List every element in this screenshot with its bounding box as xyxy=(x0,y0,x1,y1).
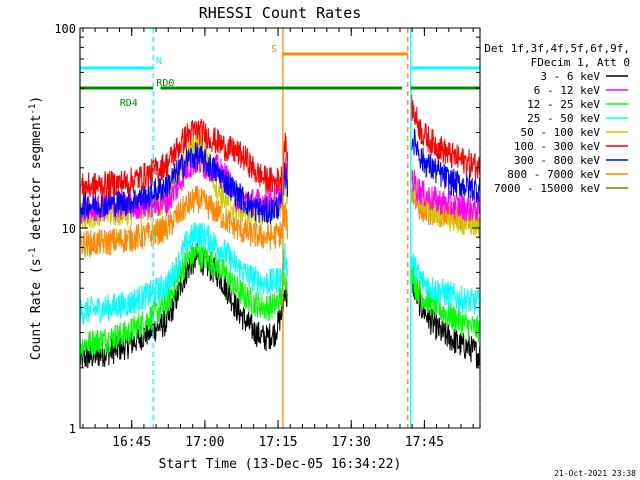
y-tick-label-100: 100 xyxy=(54,22,76,36)
series-line-25-50-kev-part-2 xyxy=(411,253,481,318)
series-layer xyxy=(79,94,481,369)
legend-label-100-300-kev: 100 - 300 keV xyxy=(514,140,600,153)
chart-title: RHESSI Count Rates xyxy=(199,4,362,22)
x-tick-label-17-15: 17:15 xyxy=(258,435,297,450)
y-axis-label-main: Count Rate (s xyxy=(29,258,44,360)
axis-layer: 1 10 100 16:45 17:00 17:15 17:30 17:45 xyxy=(54,22,480,450)
x-axis-label: Start Time (13-Dec-05 16:34:22) xyxy=(159,457,402,472)
series-line-12-25-kev-part-1 xyxy=(79,243,289,358)
x-tick-label-17-30: 17:30 xyxy=(332,435,371,450)
series-line-800-7000-kev-part-2 xyxy=(411,187,481,235)
y-axis-label-close: ) xyxy=(29,96,44,104)
y-tick-label-10: 10 xyxy=(62,222,76,236)
series-line-12-25-kev-part-2 xyxy=(411,265,481,343)
annotation-s: S xyxy=(271,44,277,55)
x-tick-label-17-45: 17:45 xyxy=(405,435,444,450)
annotation-rd4: RD4 xyxy=(120,98,138,109)
legend-label-25-50-kev: 25 - 50 keV xyxy=(527,112,600,125)
legend-label-3-6-kev: 3 - 6 keV xyxy=(540,70,600,83)
timestamp: 21-Oct-2021 23:38 xyxy=(554,469,636,478)
legend-label-50-100-kev: 50 - 100 keV xyxy=(521,126,601,139)
y-axis-label: Count Rate (s-1 detector segment-1) xyxy=(28,96,44,360)
series-line-6-12-kev-part-2 xyxy=(411,169,481,222)
series-line-100-300-kev-part-2 xyxy=(411,94,481,180)
legend-label-12-25-kev: 12 - 25 keV xyxy=(527,98,600,111)
legend: Det 1f,3f,4f,5f,6f,9f, FDecim 1, Att 0 3… xyxy=(484,42,630,195)
legend-label-6-12-kev: 6 - 12 keV xyxy=(534,84,601,97)
series-line-25-50-kev-part-1 xyxy=(79,221,289,326)
status-layer: N S RD0 RD4 xyxy=(80,44,480,109)
series-line-800-7000-kev-part-1 xyxy=(79,185,289,258)
y-axis-label-tail: detector segment xyxy=(29,115,44,248)
annotation-rd0: RD0 xyxy=(156,78,174,89)
y-tick-label-1: 1 xyxy=(69,422,76,436)
legend-header-detectors: Det 1f,3f,4f,5f,6f,9f, xyxy=(484,42,630,55)
x-tick-label-16-45: 16:45 xyxy=(112,435,151,450)
annotation-n: N xyxy=(156,56,162,67)
legend-label-7000-15000-kev: 7000 - 15000 keV xyxy=(494,182,600,195)
series-line-300-800-kev-part-2 xyxy=(411,128,481,204)
legend-header-decimation: FDecim 1, Att 0 xyxy=(531,56,630,69)
x-tick-label-17-00: 17:00 xyxy=(185,435,224,450)
legend-label-800-7000-kev: 800 - 7000 keV xyxy=(507,168,600,181)
y-axis-label-sup2: -1 xyxy=(28,104,38,115)
series-line-100-300-kev-part-1 xyxy=(79,118,289,199)
legend-label-300-800-kev: 300 - 800 keV xyxy=(514,154,600,167)
series-line-300-800-kev-part-1 xyxy=(79,142,289,225)
y-axis-label-sup: -1 xyxy=(28,248,38,259)
